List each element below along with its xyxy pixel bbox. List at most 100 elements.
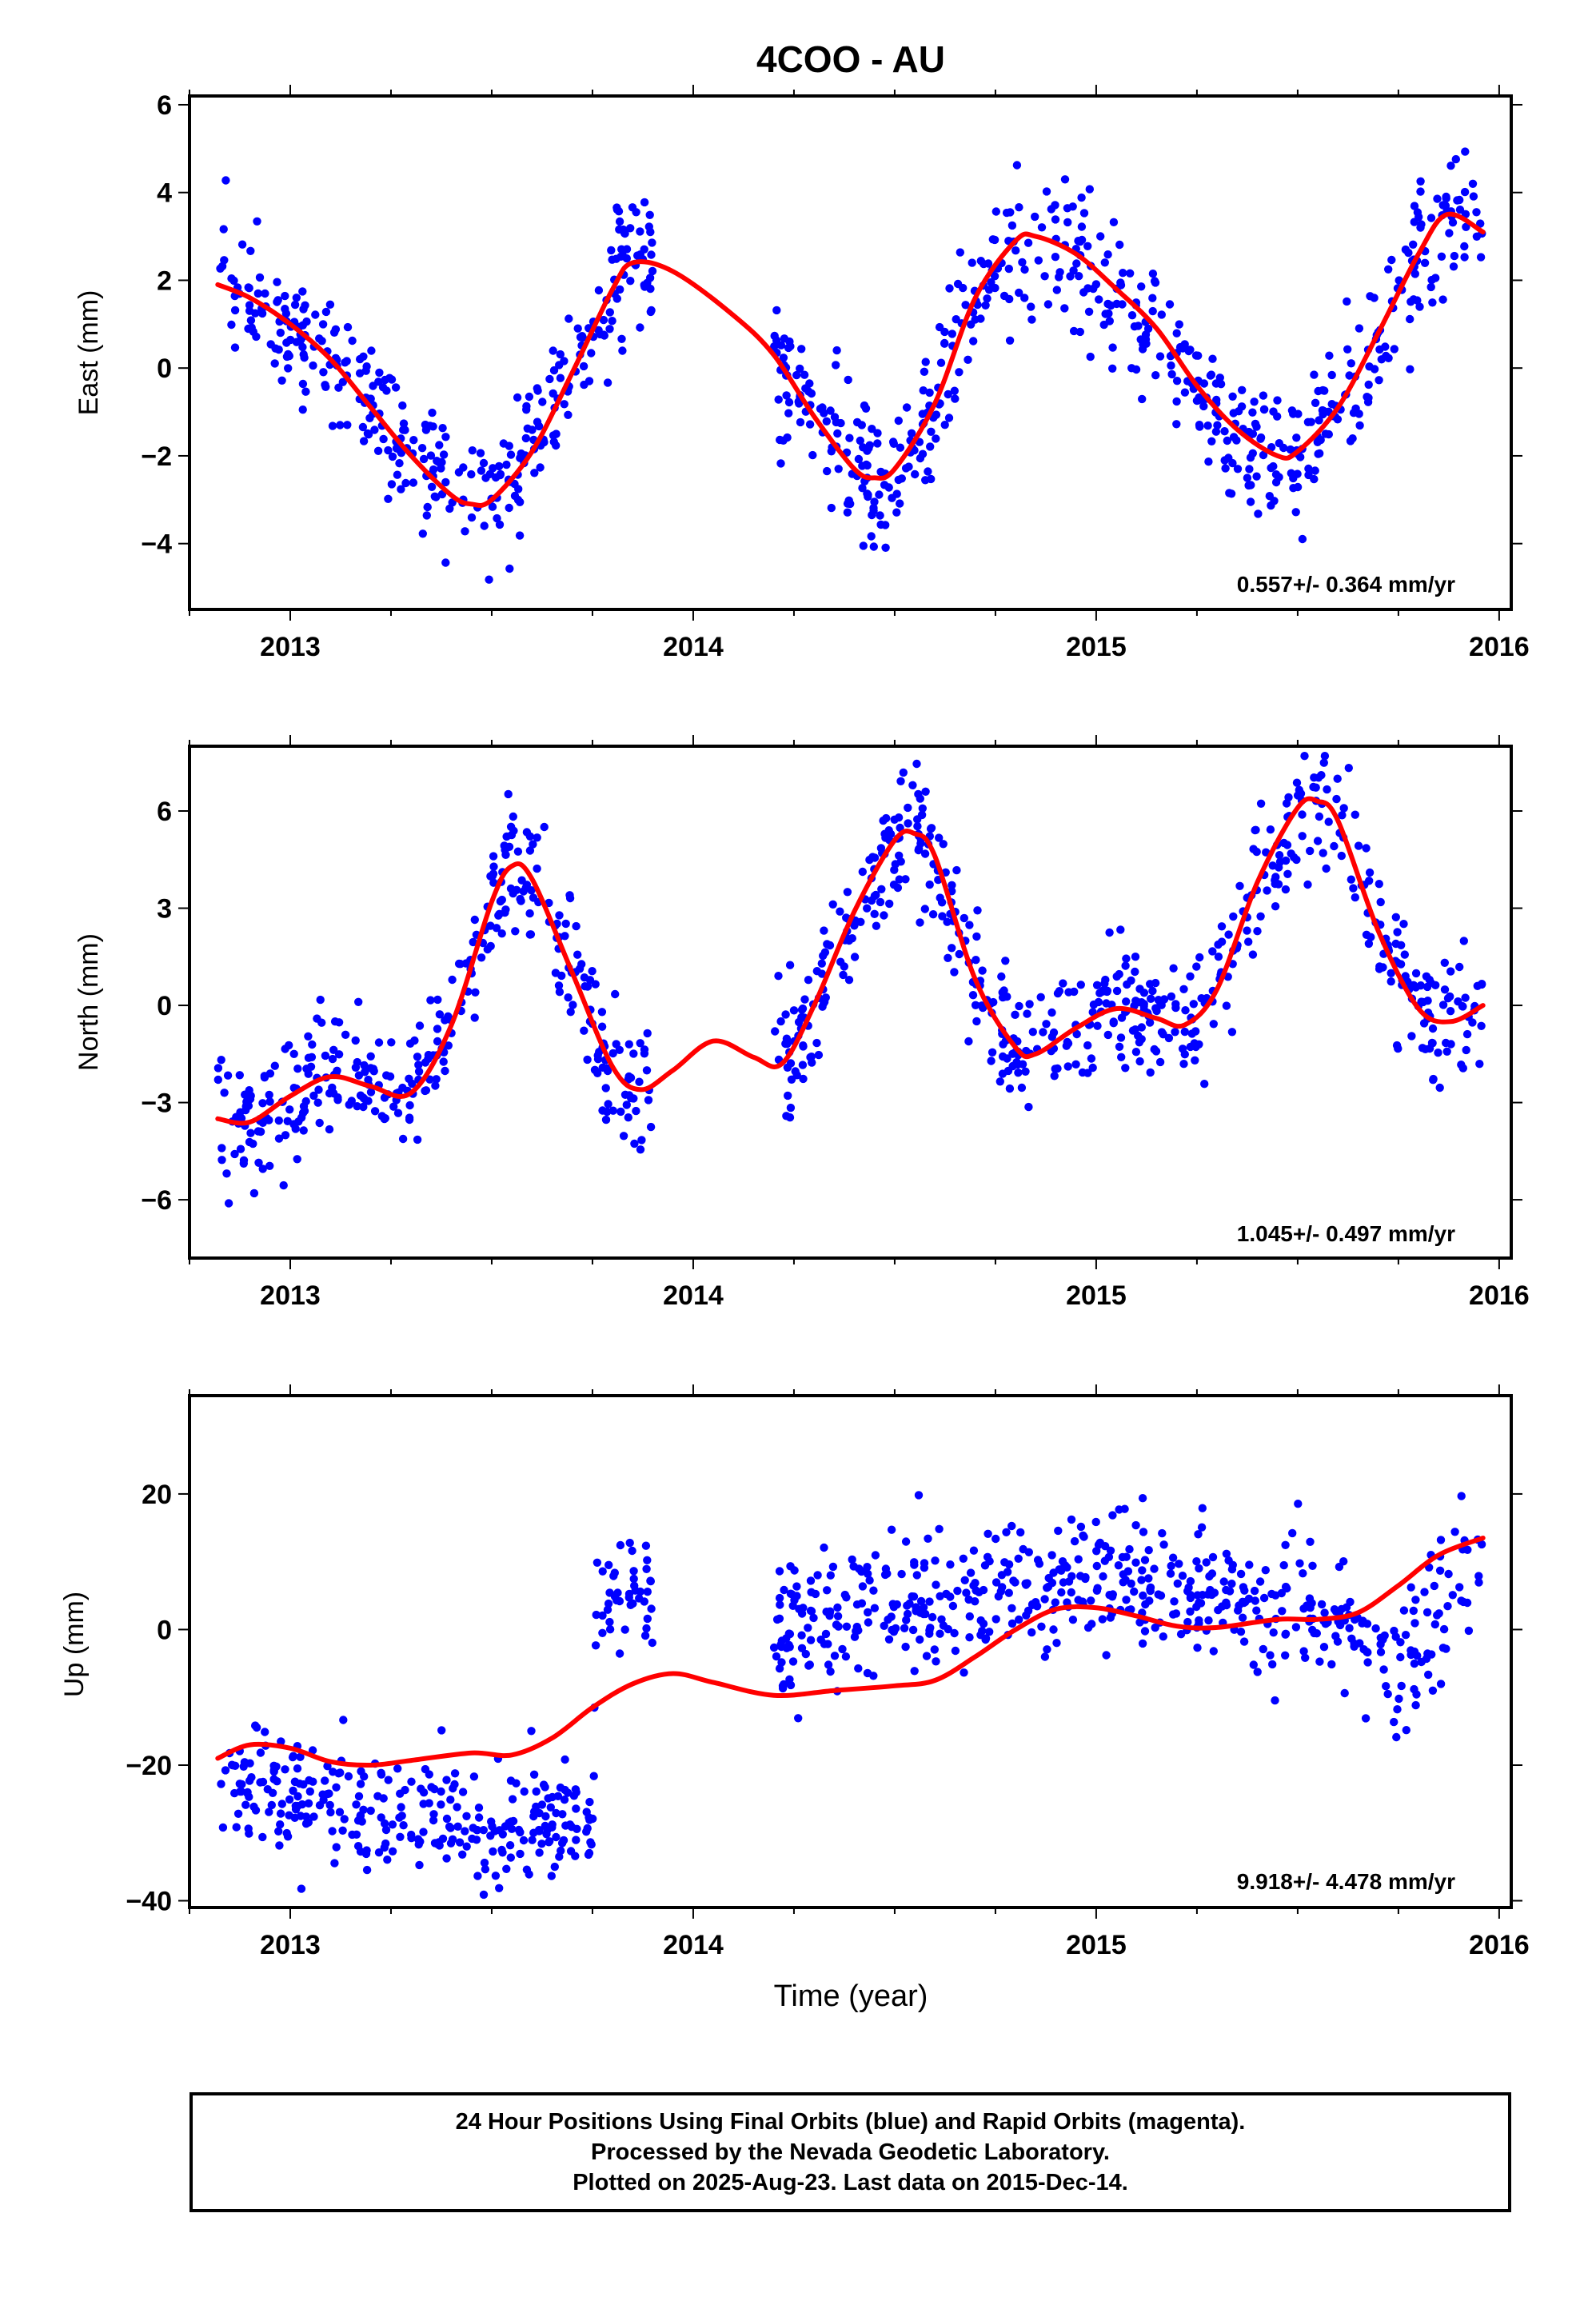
north-data-point — [893, 883, 903, 893]
north-data-point — [1322, 864, 1331, 873]
east-data-point — [328, 421, 337, 430]
up-data-point — [283, 1832, 293, 1841]
up-data-point — [1428, 1686, 1438, 1695]
up-data-point — [1439, 1624, 1449, 1634]
east-data-point — [948, 330, 957, 338]
east-data-point — [468, 446, 477, 455]
north-data-point — [785, 961, 795, 969]
north-data-point — [806, 1053, 815, 1062]
up-data-point — [532, 1787, 541, 1796]
up-data-point — [1401, 1631, 1410, 1640]
north-ytick-label: 3 — [157, 894, 172, 925]
up-rate-label: 9.918+/- 4.478 mm/yr — [1237, 1869, 1455, 1894]
east-data-point — [427, 482, 437, 491]
north-data-point — [435, 1010, 445, 1019]
up-data-point — [275, 1841, 284, 1850]
east-data-point — [1069, 266, 1078, 275]
up-data-point — [297, 1800, 307, 1809]
east-data-point — [1267, 443, 1276, 452]
up-data-point — [361, 1849, 371, 1859]
north-data-point — [1351, 810, 1360, 819]
up-data-point — [1406, 1583, 1415, 1592]
east-data-point — [834, 465, 843, 473]
north-data-point — [258, 1164, 267, 1173]
up-data-point — [1167, 1561, 1175, 1571]
north-data-point — [575, 965, 585, 973]
up-data-point — [1087, 1596, 1095, 1605]
east-data-point — [1075, 237, 1085, 246]
north-data-point — [876, 897, 885, 907]
up-data-point — [340, 1815, 349, 1824]
up-data-point — [628, 1546, 636, 1556]
north-data-point — [1422, 972, 1431, 981]
up-data-point — [852, 1622, 862, 1632]
north-data-point — [1300, 752, 1309, 761]
north-data-point — [928, 910, 938, 919]
north-data-point — [1375, 880, 1384, 889]
up-data-point — [1457, 1492, 1466, 1500]
north-data-point — [489, 878, 498, 887]
east-data-point — [784, 343, 793, 353]
east-data-point — [1259, 405, 1269, 413]
up-data-point — [1267, 1589, 1276, 1599]
up-data-point — [643, 1588, 652, 1596]
east-data-point — [632, 208, 640, 217]
up-data-point — [332, 1843, 341, 1852]
up-data-point — [914, 1491, 924, 1500]
up-data-point — [414, 1840, 423, 1849]
up-data-point — [1198, 1504, 1207, 1512]
up-data-point — [1202, 1558, 1211, 1567]
up-data-point — [1240, 1586, 1249, 1595]
east-data-point — [1192, 396, 1202, 405]
east-data-point — [395, 459, 404, 468]
up-data-point — [407, 1834, 416, 1843]
east-data-point — [836, 418, 845, 428]
east-data-point — [1251, 419, 1260, 429]
up-data-point — [806, 1576, 816, 1585]
east-data-point — [1216, 380, 1226, 389]
up-data-point — [916, 1596, 926, 1606]
up-data-point — [297, 1884, 306, 1893]
east-data-point — [549, 366, 559, 375]
up-data-point — [782, 1634, 791, 1643]
up-data-point — [1158, 1528, 1167, 1538]
north-data-point — [798, 1004, 808, 1013]
up-data-point — [937, 1615, 946, 1624]
up-data-point — [546, 1803, 555, 1812]
up-data-point — [997, 1571, 1007, 1580]
up-data-point — [455, 1838, 465, 1847]
north-data-point — [612, 1040, 620, 1049]
up-data-point — [630, 1581, 639, 1590]
up-data-point — [550, 1862, 559, 1872]
east-data-point — [1040, 272, 1049, 281]
up-data-point — [495, 1884, 504, 1892]
up-data-point — [1430, 1581, 1439, 1591]
up-data-point — [296, 1752, 305, 1761]
north-data-point — [640, 1049, 649, 1058]
footer-line-2: Processed by the Nevada Geodetic Laborat… — [591, 2139, 1110, 2165]
up-data-point — [646, 1576, 655, 1586]
east-data-point — [944, 413, 954, 422]
east-data-point — [826, 406, 835, 415]
north-data-point — [561, 919, 570, 929]
north-data-point — [593, 1055, 603, 1064]
north-data-point — [433, 1037, 442, 1046]
up-data-point — [1140, 1627, 1150, 1636]
east-data-point — [1079, 209, 1089, 218]
up-data-point — [821, 1629, 831, 1639]
north-data-point — [920, 905, 930, 913]
east-data-point — [227, 274, 236, 283]
up-data-point — [605, 1625, 615, 1634]
up-data-point — [922, 1652, 932, 1660]
east-data-point — [1157, 310, 1167, 319]
east-data-point — [1343, 345, 1352, 354]
east-data-point — [1462, 222, 1470, 231]
east-data-point — [940, 421, 949, 429]
north-data-point — [996, 1077, 1005, 1086]
up-data-point — [925, 1597, 934, 1606]
up-data-point — [1340, 1688, 1349, 1698]
north-data-point — [1397, 941, 1406, 950]
up-data-point — [563, 1788, 573, 1797]
up-data-point — [1067, 1515, 1076, 1524]
north-data-point — [839, 970, 848, 980]
